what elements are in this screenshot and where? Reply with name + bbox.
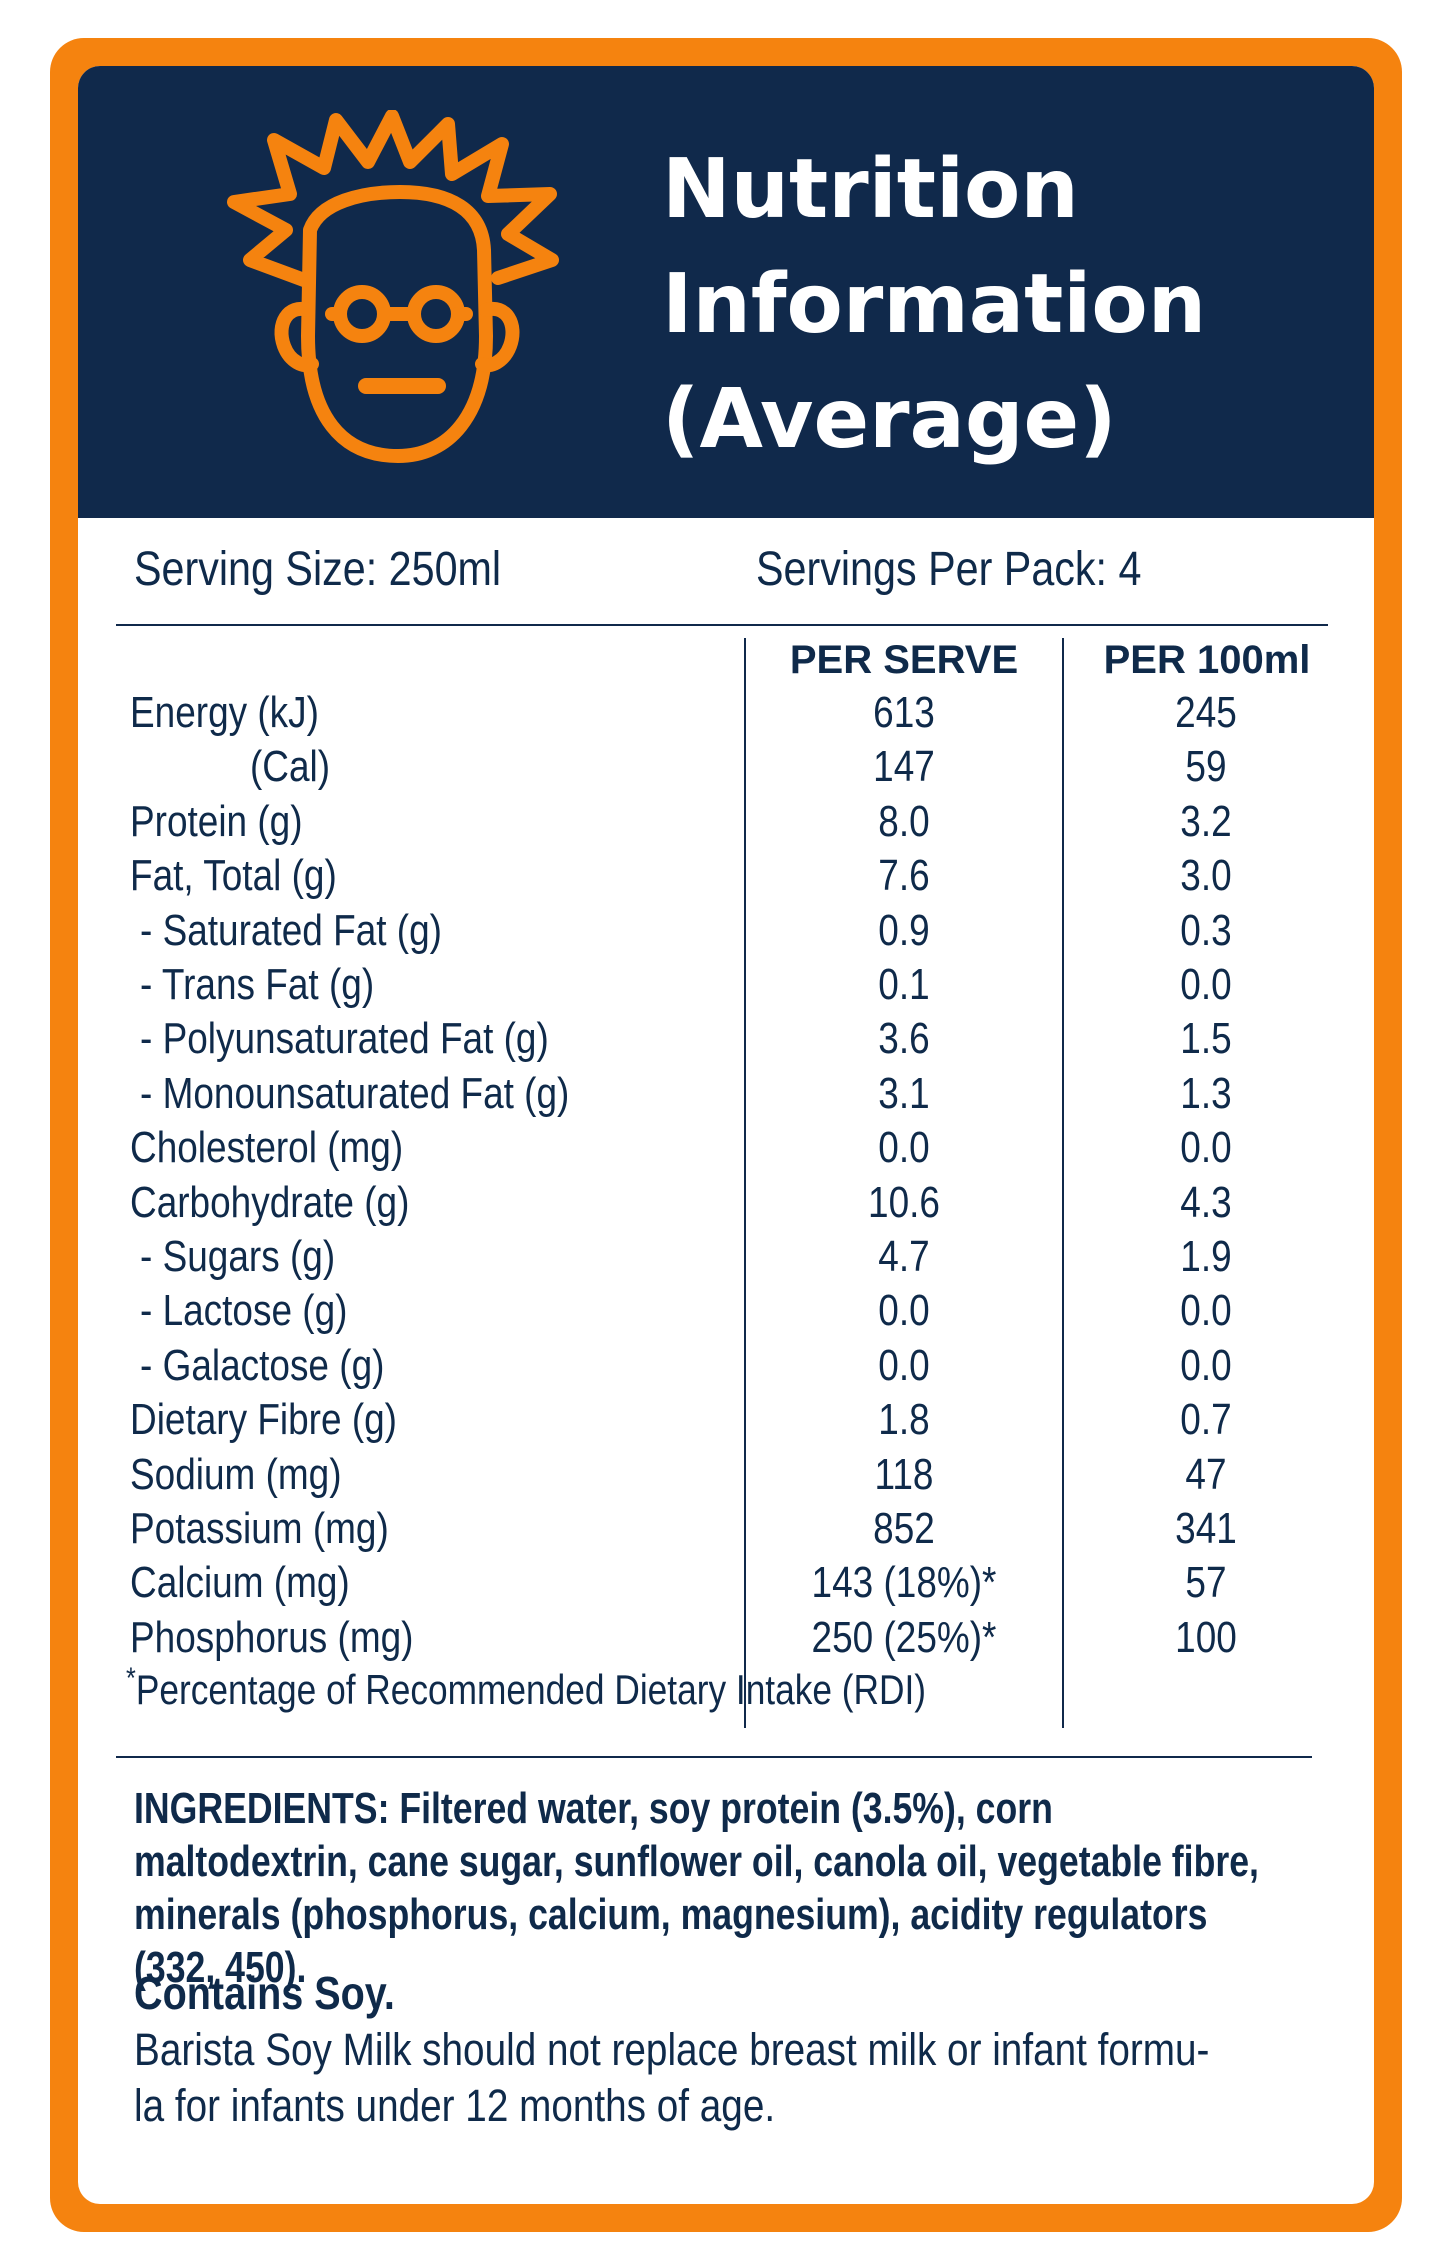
nutrient-label: Phosphorus (mg) <box>130 1612 414 1662</box>
title-line: Information <box>662 257 1207 352</box>
table-row: Calcium (mg) 143 (18%)* 57 <box>78 1558 1374 1612</box>
per-100ml-value: 0.0 <box>1180 1286 1232 1336</box>
per-serve-value: 250 (25%)* <box>811 1612 997 1662</box>
per-serve-value: 118 <box>874 1449 934 1499</box>
servings-per-pack: Servings Per Pack: 4 <box>756 543 1142 596</box>
nutrient-label: - Lactose (g) <box>140 1286 348 1336</box>
nutrient-label: Fat, Total (g) <box>130 851 337 901</box>
table-row: - Sugars (g) 4.7 1.9 <box>78 1232 1374 1286</box>
table-row: Carbohydrate (g) 10.6 4.3 <box>78 1178 1374 1232</box>
per-serve-value: 0.1 <box>878 960 930 1009</box>
table-row: Fat, Total (g) 7.6 3.0 <box>78 851 1374 905</box>
per-100ml-value: 0.0 <box>1180 1123 1232 1173</box>
nutrient-label: Protein (g) <box>130 796 303 846</box>
title-line: Nutrition <box>662 142 1079 237</box>
warning-line: Barista Soy Milk should not replace brea… <box>134 2024 1210 2075</box>
table-row: Dietary Fibre (g) 1.8 0.7 <box>78 1395 1374 1449</box>
per-100ml-value: 59 <box>1185 742 1227 792</box>
per-100ml-value: 1.5 <box>1180 1014 1232 1064</box>
per-serve-value: 3.1 <box>878 1068 930 1118</box>
per-serve-value: 0.9 <box>878 905 930 955</box>
divider <box>116 624 1328 626</box>
per-serve-value: 3.6 <box>878 1014 930 1064</box>
table-row: - Polyunsaturated Fat (g) 3.6 1.5 <box>78 1014 1374 1068</box>
infant-warning: Barista Soy Milk should not replace brea… <box>134 2022 1321 2134</box>
nutrient-label: Calcium (mg) <box>130 1558 350 1608</box>
table-row: (Cal) 147 59 <box>78 742 1374 796</box>
per-100ml-value: 3.0 <box>1180 851 1232 901</box>
per-serve-value: 7.6 <box>878 851 930 901</box>
per-serve-value: 4.7 <box>878 1232 930 1281</box>
per-serve-value: 8.0 <box>878 796 930 846</box>
per-100ml-value: 0.0 <box>1180 960 1232 1009</box>
table-row: - Lactose (g) 0.0 0.0 <box>78 1286 1374 1340</box>
label-title: Nutrition Information (Average) <box>662 132 1342 477</box>
footnote-text: Percentage of Recommended Dietary Intake… <box>135 1666 927 1713</box>
title-line: (Average) <box>662 372 1117 467</box>
divider <box>116 1756 1312 1758</box>
warning-line: la for infants under 12 months of age. <box>134 2080 776 2131</box>
per-100ml-value: 341 <box>1175 1504 1237 1553</box>
nutrient-label: Cholesterol (mg) <box>130 1123 404 1173</box>
per-serve-value: 0.0 <box>878 1286 930 1336</box>
ingredients: INGREDIENTS: Filtered water, soy protein… <box>134 1784 1259 1992</box>
per-serve-value: 143 (18%)* <box>811 1558 997 1608</box>
per-serve-value: 10.6 <box>868 1177 940 1227</box>
table-row: Phosphorus (mg) 250 (25%)* 100 <box>78 1613 1374 1667</box>
nutrient-label: Potassium (mg) <box>130 1504 389 1553</box>
nutrient-label: - Sugars (g) <box>140 1232 336 1281</box>
per-serve-value: 852 <box>873 1504 935 1553</box>
per-100ml-value: 3.2 <box>1180 796 1232 846</box>
nutrient-label: - Galactose (g) <box>140 1340 385 1390</box>
per-100ml-value: 100 <box>1175 1612 1237 1662</box>
table-row: Potassium (mg) 852 341 <box>78 1504 1374 1558</box>
footnote-mark: * <box>126 1662 136 1695</box>
per-100ml-value: 57 <box>1185 1558 1227 1608</box>
column-header-per-100ml: PER 100ml <box>1103 638 1311 682</box>
nutrient-label: Energy (kJ) <box>130 688 319 737</box>
per-100ml-value: 47 <box>1185 1449 1227 1499</box>
table-row: - Galactose (g) 0.0 0.0 <box>78 1341 1374 1395</box>
table-row: - Monounsaturated Fat (g) 3.1 1.3 <box>78 1069 1374 1123</box>
allergen-statement: Contains Soy. <box>134 1967 395 2019</box>
per-serve-value: 613 <box>873 688 935 737</box>
table-row: Protein (g) 8.0 3.2 <box>78 797 1374 851</box>
nutrient-label: - Saturated Fat (g) <box>140 905 442 955</box>
nutrient-label: Dietary Fibre (g) <box>130 1395 397 1445</box>
footnote: *Percentage of Recommended Dietary Intak… <box>126 1662 927 1714</box>
table-row: - Trans Fat (g) 0.1 0.0 <box>78 960 1374 1014</box>
label-header: Nutrition Information (Average) <box>78 66 1374 518</box>
per-serve-value: 0.0 <box>878 1340 930 1390</box>
column-divider <box>744 638 746 1728</box>
per-100ml-value: 0.3 <box>1180 905 1232 955</box>
nutrient-label: Sodium (mg) <box>130 1449 342 1499</box>
nutrition-label: Nutrition Information (Average) Serving … <box>78 66 1374 2204</box>
nutrient-label: Carbohydrate (g) <box>130 1177 410 1227</box>
per-100ml-value: 1.3 <box>1180 1068 1232 1118</box>
nutrient-label: - Monounsaturated Fat (g) <box>140 1068 570 1118</box>
scientist-face-icon <box>227 110 559 463</box>
nutrient-label: - Trans Fat (g) <box>140 960 375 1009</box>
per-serve-value: 147 <box>873 742 935 792</box>
per-100ml-value: 4.3 <box>1180 1177 1232 1227</box>
table-row: Energy (kJ) 613 245 <box>78 688 1374 742</box>
per-100ml-value: 245 <box>1175 688 1237 737</box>
column-header-per-serve: PER SERVE <box>789 638 1019 682</box>
table-row: Cholesterol (mg) 0.0 0.0 <box>78 1123 1374 1177</box>
per-serve-value: 0.0 <box>878 1123 930 1173</box>
per-100ml-value: 0.0 <box>1180 1340 1232 1390</box>
per-100ml-value: 1.9 <box>1180 1232 1232 1281</box>
column-divider <box>1062 638 1064 1728</box>
serving-size: Serving Size: 250ml <box>134 543 502 596</box>
nutrient-label: - Polyunsaturated Fat (g) <box>140 1014 549 1064</box>
table-row: Sodium (mg) 118 47 <box>78 1450 1374 1504</box>
table-row: - Saturated Fat (g) 0.9 0.3 <box>78 906 1374 960</box>
per-100ml-value: 0.7 <box>1180 1395 1232 1445</box>
per-serve-value: 1.8 <box>878 1395 930 1445</box>
nutrient-label: (Cal) <box>250 742 331 792</box>
